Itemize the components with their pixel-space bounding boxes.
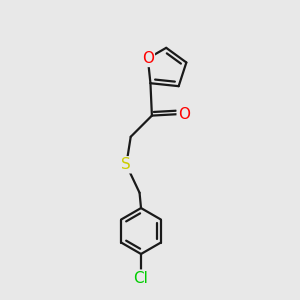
Text: O: O (142, 51, 154, 66)
Text: Cl: Cl (134, 271, 148, 286)
Text: S: S (122, 157, 131, 172)
Text: O: O (178, 106, 190, 122)
